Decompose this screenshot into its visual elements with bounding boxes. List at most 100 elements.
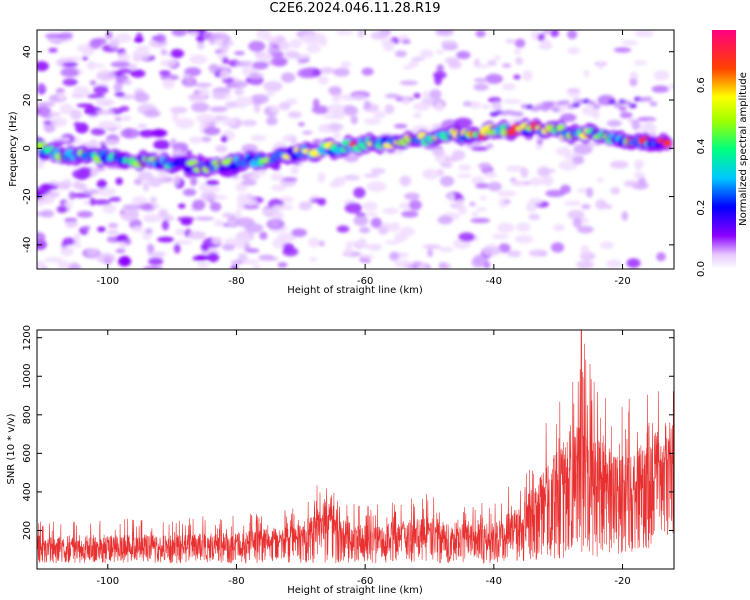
snr-x-axis: -100 -80 -60 -40 -20 [96,330,631,587]
noise-blob [115,177,123,186]
noise-blob [57,32,73,40]
noise-blob [76,103,94,108]
noise-blob [270,173,284,182]
noise-blob [401,39,411,44]
noise-blob [384,93,401,99]
noise-blob [264,35,279,42]
noise-blob [493,55,501,61]
noise-blob [222,243,235,251]
noise-blob [343,174,360,181]
noise-blob [198,87,210,97]
noise-blob [241,259,260,265]
noise-blob [436,64,444,73]
branch-blob [561,99,570,105]
noise-blob [485,143,494,149]
noise-blob [318,240,325,247]
noise-blob [290,165,299,175]
noise-blob [592,108,600,120]
noise-blob [439,175,455,187]
branch-blob [515,111,524,117]
noise-blob [373,110,387,119]
noise-blob [567,46,581,55]
noise-blob [480,195,487,201]
noise-blob [149,196,157,204]
noise-blob [503,199,511,204]
noise-blob [502,99,522,104]
noise-blob [501,83,517,91]
y-tick-label: 800 [22,405,33,424]
noise-blob [633,159,645,168]
noise-blob [137,123,148,128]
noise-blob [434,74,443,86]
noise-blob [131,225,144,233]
noise-blob [133,37,144,43]
noise-blob [241,143,259,154]
noise-blob [244,223,264,233]
noise-blob [170,48,185,59]
noise-blob [137,171,154,181]
noise-blob [116,234,129,243]
noise-blob [277,232,297,242]
noise-blob [192,199,206,211]
noise-blob [505,39,517,44]
noise-blob [174,239,193,245]
noise-blob [59,103,74,115]
noise-blob [173,174,181,186]
noise-blob [333,132,342,139]
noise-blob [656,252,666,262]
noise-blob [159,59,178,67]
noise-blob [481,103,490,110]
noise-blob [300,33,319,44]
noise-blob [506,250,522,258]
noise-blob [483,247,502,256]
noise-blob [475,207,488,212]
noise-blob [192,255,208,262]
x-tick-label: -100 [96,276,119,287]
noise-blob [631,119,641,131]
noise-blob [435,102,444,112]
noise-blob [37,260,45,269]
noise-blob [343,105,359,116]
snr-y-label: SNR (10 * v/v) [6,413,17,484]
noise-blob [244,198,258,206]
noise-blob [322,114,341,119]
noise-blob [298,201,312,211]
noise-blob [400,226,415,237]
y-tick-label: 0 [22,145,33,151]
noise-blob [327,123,344,130]
noise-blob [253,103,261,114]
branch-blob [623,100,632,106]
noise-blob [160,74,180,81]
noise-blob [106,230,120,235]
noise-blob [93,85,109,95]
noise-blob [357,30,365,38]
noise-blob [355,212,367,217]
noise-blob [227,219,237,227]
noise-blob [555,147,572,156]
noise-blob [270,105,280,113]
spectrogram-chart: -100 -80 -60 -40 -20 -40 -20 0 20 40 Height of s… [8,29,749,296]
noise-blob [438,262,452,269]
noise-blob [484,171,498,179]
noise-blob [195,113,216,124]
noise-blob [171,30,187,37]
noise-blob [97,187,117,197]
branch-blob [541,106,550,112]
noise-blob [76,210,93,218]
heatmap-frame [36,29,675,270]
noise-blob [263,53,273,60]
noise-blob [233,51,245,56]
noise-blob [366,181,387,192]
noise-blob [417,264,428,269]
noise-blob [497,190,517,197]
noise-blob [535,144,543,150]
noise-blob [629,78,638,87]
noise-blob [529,177,542,187]
noise-blob [451,149,466,161]
noise-blob [249,78,263,86]
noise-blob [97,226,106,233]
noise-blob [581,204,591,210]
noise-blob [567,209,585,220]
noise-blob [62,78,78,86]
noise-blob [362,201,378,212]
